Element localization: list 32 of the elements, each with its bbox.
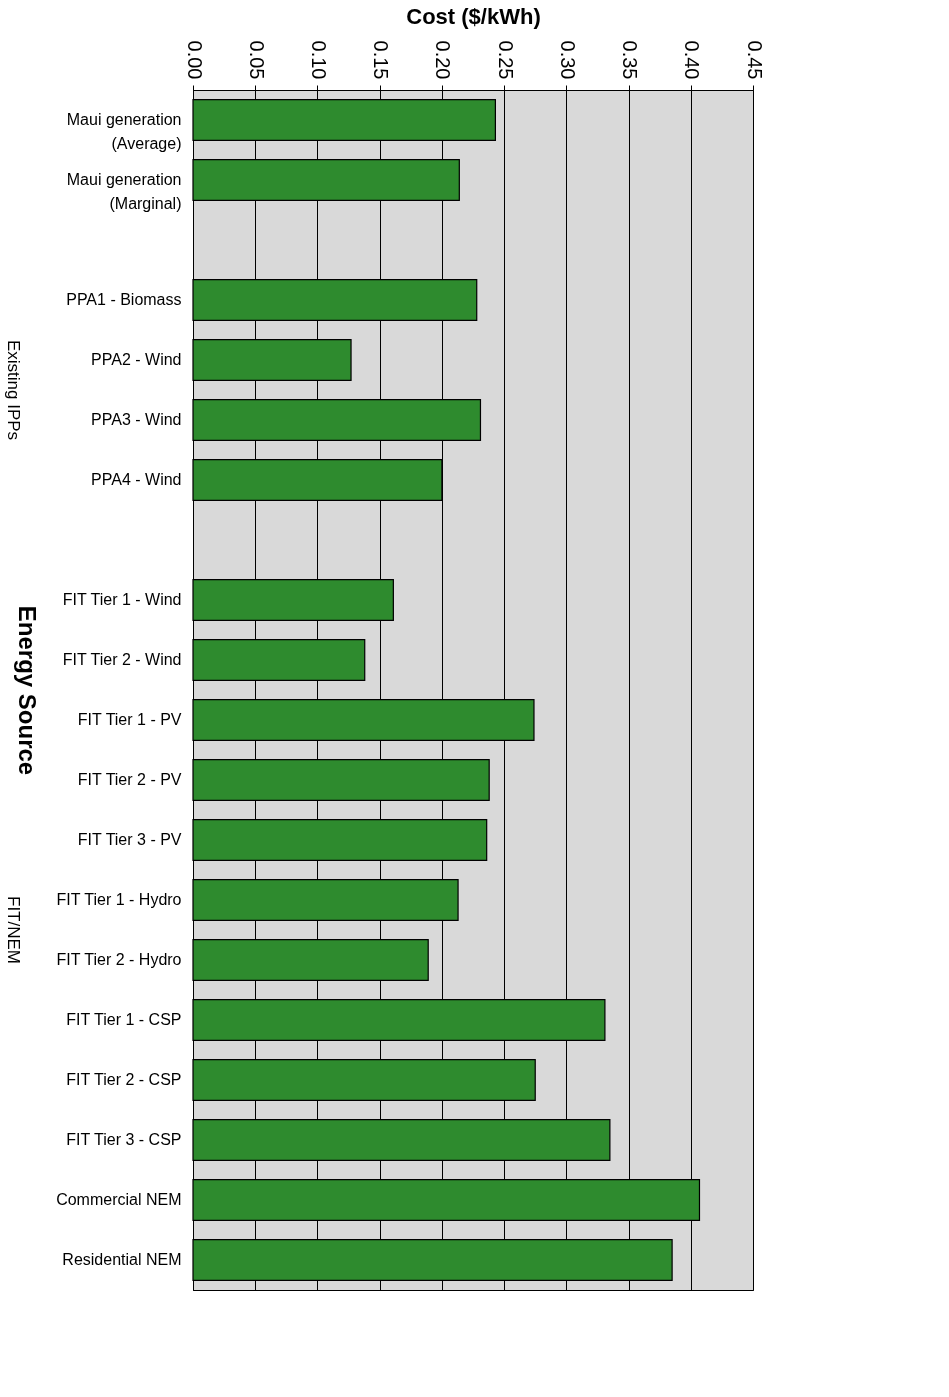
x-tick-label: 0.20 [432, 40, 455, 80]
text: FIT/NEM [4, 896, 23, 964]
x-axis-title: Cost ($/kWh) [406, 3, 541, 29]
y-tick-label: FIT Tier 2 - Hydro [56, 951, 182, 968]
y-tick-label: Maui generation (Marginal) [66, 171, 182, 212]
x-tick-label: 0.25 [494, 40, 517, 80]
y-tick-label: PPA4 - Wind [91, 471, 182, 488]
x-tick-label: 0.30 [556, 40, 579, 80]
y-tick-label: PPA3 - Wind [91, 411, 182, 428]
x-tick-label: 0.40 [681, 40, 704, 80]
y-tick-label: FIT Tier 3 - CSP [66, 1131, 182, 1148]
y-tick-label: PPA1 - Biomass [66, 291, 182, 308]
y-tick-label: FIT Tier 2 - CSP [66, 1071, 182, 1088]
y-tick-label: FIT Tier 1 - PV [77, 711, 182, 728]
y-tick-label: FIT Tier 2 - Wind [62, 651, 182, 668]
y-axis-title: Energy Source [13, 605, 41, 776]
y-tick-label: Residential NEM [62, 1251, 182, 1268]
x-tick-label: 0.15 [370, 40, 393, 80]
y-tick-label: FIT Tier 2 - PV [77, 771, 182, 788]
y-tick-label: Commercial NEM [56, 1191, 182, 1208]
x-tick-label: 0.35 [619, 40, 642, 80]
text: Existing IPPs [4, 339, 23, 441]
y-tick-label: FIT Tier 1 - Wind [62, 591, 182, 608]
y-tick-label: FIT Tier 3 - PV [77, 831, 182, 848]
y-tick-label: PPA2 - Wind [91, 351, 182, 368]
x-tick-label: 0.45 [743, 40, 766, 80]
y-tick-label: Maui generation (Average) [66, 111, 182, 152]
y-tick-label: FIT Tier 1 - CSP [66, 1011, 182, 1028]
x-tick-label: 0.05 [245, 40, 268, 80]
y-tick-label: FIT Tier 1 - Hydro [56, 891, 182, 908]
x-tick-label: 0.10 [307, 40, 330, 80]
x-tick-label: 0.00 [183, 40, 206, 80]
